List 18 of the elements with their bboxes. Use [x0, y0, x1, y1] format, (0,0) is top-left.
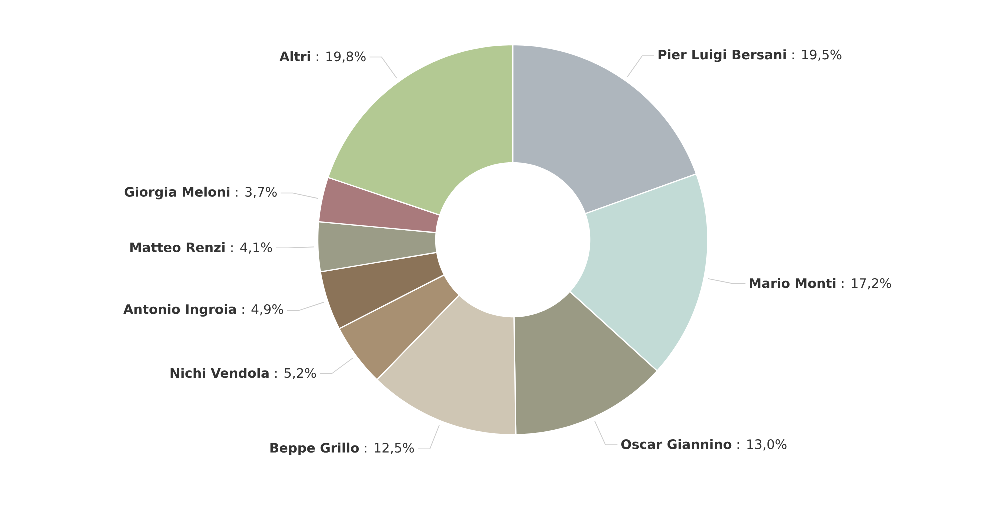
slice-label: Altri [280, 52, 310, 62]
data-label: : 13,0% [738, 440, 787, 451]
data-label: : 4,9% [242, 304, 284, 316]
slice-label: Matteo Renzi [130, 242, 225, 252]
slice-label: Pier Luigi Bersani [658, 50, 786, 62]
slice-label: Nichi Vendola [170, 368, 269, 378]
slice-label: Beppe Grillo [270, 442, 360, 456]
slice-label: Giorgia Meloni [124, 186, 230, 200]
slice-label: Oscar Giannino [622, 439, 732, 450]
data-label: : 19,8% [316, 52, 366, 63]
data-label: : 5,2% [276, 368, 316, 380]
data-label: : 12,5% [365, 443, 414, 454]
data-label: : 4,1% [232, 242, 272, 254]
data-label: : 3,7% [236, 187, 277, 198]
data-label: : 17,2% [842, 278, 892, 290]
slice-label: Antonio Ingroia [124, 304, 236, 317]
slice-label: Mario Monti [750, 278, 836, 288]
data-label: : 19,5% [792, 50, 842, 62]
